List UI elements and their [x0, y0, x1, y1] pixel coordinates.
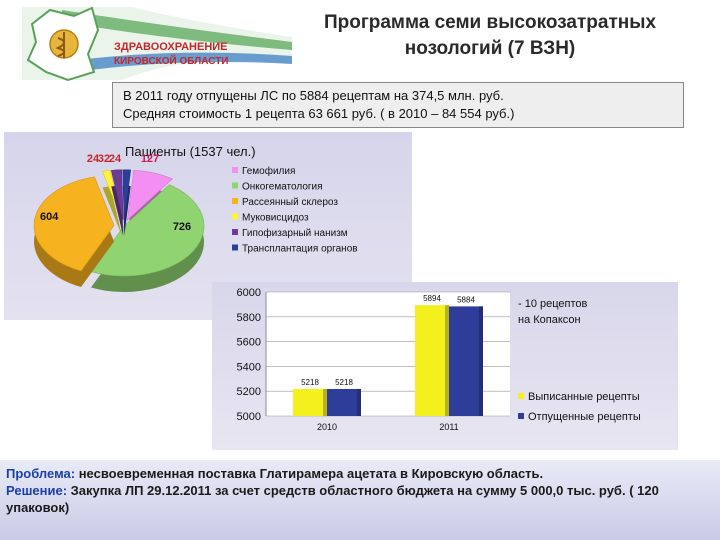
pie-title: Пациенты (1537 чел.) — [125, 144, 256, 159]
pie-legend-swatch-6 — [232, 244, 238, 251]
pie-legend-label-1: Гемофилия — [242, 165, 295, 177]
solution-text: Закупка ЛП 29.12.2011 за счет средств об… — [6, 483, 659, 515]
pie-slice-5 — [110, 169, 124, 220]
title-line1: Программа семи высокозатратных — [323, 12, 657, 33]
pie-legend-swatch-1 — [232, 167, 238, 173]
logo-text-line2: КИРОВСКОЙ ОБЛАСТИ — [114, 54, 229, 67]
y-tick-label: 5800 — [237, 312, 261, 324]
bar-2010-1 — [293, 388, 327, 416]
pie-data-label-1: 127 — [141, 153, 159, 165]
problem-line: Проблема: несвоевременная поставка Глати… — [6, 465, 714, 482]
pie-slice-side — [102, 186, 123, 236]
pie-data-label-6: 24 — [109, 153, 122, 165]
regional-health-logo: ЗДРАВООХРАНЕНИЕ КИРОВСКОЙ ОБЛАСТИ — [22, 6, 292, 82]
logo-text-line1: ЗДРАВООХРАНЕНИЕ — [114, 41, 228, 53]
pie-legend-swatch-4 — [232, 213, 238, 220]
pie-legend-label-4: Муковисцидоз — [242, 213, 309, 224]
page-title: Программа семи высокозатратных нозологий… — [270, 10, 710, 62]
info-line1: В 2011 году отпущены ЛС по 5884 рецептам… — [123, 88, 504, 103]
solution-line: Решение: Закупка ЛП 29.12.2011 за счет с… — [6, 482, 714, 516]
patients-pie-panel: Пациенты (1537 чел.) 127 726 604 24 32 24 Гем… — [4, 132, 412, 320]
y-tick-label: 5400 — [237, 361, 261, 373]
bar-legend-label-2: Отпущенные рецепты — [528, 411, 641, 423]
pie-data-label-4: 24 — [87, 153, 100, 165]
pie-legend-label-5: Гипофизарный нанизм — [242, 227, 348, 239]
x-tick-label: 2010 — [317, 422, 337, 432]
bar-legend-label-1: Выписанные рецепты — [528, 391, 640, 403]
bar-2010-2 — [327, 388, 361, 416]
title-line2: нозологий (7 ВЗН) — [404, 38, 576, 59]
info-box: В 2011 году отпущены ЛС по 5884 рецептам… — [112, 82, 684, 128]
pie-legend-label-2: Онкогематология — [242, 182, 323, 193]
y-tick-label: 6000 — [237, 287, 261, 299]
bar-legend-swatch-2 — [518, 413, 524, 419]
prescriptions-bar-chart: 5000 5200 5400 5600 5800 6000 5218 5218 2010 589… — [237, 287, 641, 432]
x-tick-label: 2011 — [439, 422, 458, 432]
pie-slice-2 — [90, 184, 205, 277]
y-tick-label: 5000 — [237, 411, 261, 423]
pie-legend-swatch-3 — [232, 198, 238, 204]
bar-2011-1 — [415, 305, 449, 416]
bar-legend-swatch-1 — [518, 393, 524, 399]
bar-value-label: 5884 — [457, 295, 475, 304]
info-line2: Средняя стоимость 1 рецепта 63 661 руб. … — [123, 106, 515, 121]
problem-text: несвоевременная поставка Глатирамера аце… — [75, 466, 544, 481]
bar-2011-2 — [449, 306, 483, 416]
problem-solution-box: Проблема: несвоевременная поставка Глати… — [0, 460, 720, 540]
bar-edge — [445, 305, 449, 416]
bar-value-label: 5894 — [423, 294, 441, 303]
bar-edge — [323, 388, 327, 416]
bar-edge — [357, 388, 361, 416]
pie-legend-swatch-5 — [232, 229, 238, 235]
solution-key: Решение: — [6, 483, 68, 498]
pie-slice-6 — [122, 169, 132, 220]
pie-data-label-2: 726 — [173, 221, 191, 233]
bar-edge — [479, 306, 483, 416]
pie-legend-label-6: Трансплантация органов — [242, 244, 358, 255]
bar-value-label: 5218 — [335, 378, 353, 387]
pie-slice-1 — [126, 170, 173, 221]
annotation-line2: на Копаксон — [518, 314, 581, 326]
problem-key: Проблема: — [6, 466, 76, 481]
pie-data-label-5: 32 — [98, 153, 110, 165]
pie-data-label-3: 604 — [40, 211, 59, 223]
prescriptions-bar-panel: 5000 5200 5400 5600 5800 6000 5218 5218 2010 589… — [212, 282, 678, 450]
y-tick-label: 5200 — [237, 386, 261, 398]
bar-value-label: 5218 — [301, 378, 319, 387]
pie-slice-3 — [33, 176, 115, 272]
annotation-line1: - 10 рецептов — [518, 298, 588, 310]
pie-legend-label-3: Рассеянный склероз — [242, 197, 338, 208]
y-tick-label: 5600 — [237, 337, 261, 349]
pie-legend-swatch-2 — [232, 182, 238, 189]
